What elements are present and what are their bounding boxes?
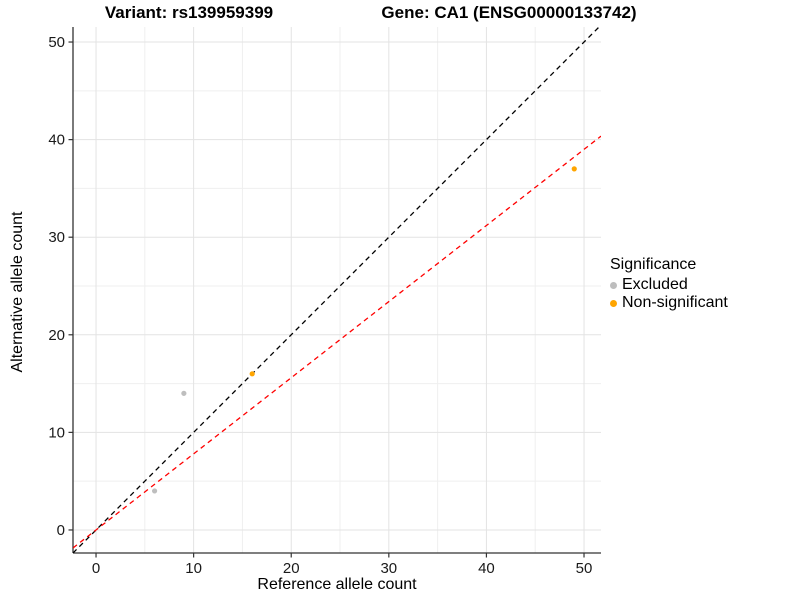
x-tick-label: 0 <box>92 560 100 577</box>
y-tick-label: 20 <box>48 327 65 344</box>
y-axis-title: Alternative allele count <box>9 211 26 373</box>
regression-line <box>73 135 601 549</box>
x-tick-label: 30 <box>380 560 397 577</box>
data-point <box>249 371 255 377</box>
legend-item-excluded: Excluded <box>610 276 728 294</box>
data-point <box>151 488 158 494</box>
x-tick-label: 20 <box>283 560 300 577</box>
legend-title: Significance <box>610 256 697 273</box>
non-significant-dot-icon <box>610 299 617 307</box>
x-axis-title: Reference allele count <box>257 576 417 593</box>
x-tick-label: 10 <box>185 560 202 577</box>
data-point <box>181 390 187 396</box>
variant-title: Variant: rs139959399 <box>104 3 274 22</box>
y-tick-label: 30 <box>48 229 65 246</box>
data-point <box>571 166 577 172</box>
legend-label: Excluded <box>622 276 688 293</box>
legend-item-non-significant: Non-significant <box>610 294 728 312</box>
y-tick-label: 10 <box>48 424 65 441</box>
y-tick-label: 50 <box>48 34 65 51</box>
identity-line <box>73 27 600 553</box>
y-tick-label: 0 <box>57 522 65 539</box>
gene-title: Gene: CA1 (ENSG00000133742) <box>381 3 637 22</box>
excluded-dot-icon <box>610 281 617 289</box>
legend: Significance Excluded Non-significant <box>610 256 728 312</box>
legend-label: Non-significant <box>622 294 728 311</box>
x-tick-label: 40 <box>478 560 495 577</box>
y-tick-label: 40 <box>48 132 65 149</box>
x-tick-label: 50 <box>576 560 593 577</box>
